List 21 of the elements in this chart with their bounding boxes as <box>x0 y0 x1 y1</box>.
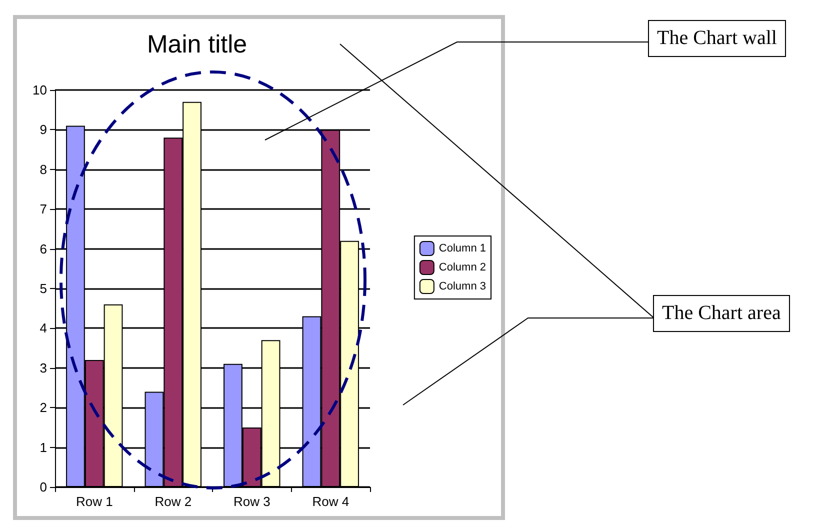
legend-label: Column 2 <box>438 262 486 274</box>
legend-label: Column 3 <box>438 280 486 292</box>
y-tick-label: 7 <box>40 202 47 217</box>
x-tick-label: Row 1 <box>76 494 113 509</box>
y-tick-label: 0 <box>40 480 47 494</box>
y-tick-label: 8 <box>40 162 47 177</box>
chart-title: Main title <box>146 30 248 58</box>
y-tick-label: 2 <box>40 400 47 416</box>
y-tick-label: 3 <box>40 360 47 376</box>
x-tick-label: Row 3 <box>233 494 270 509</box>
x-tick-label: Row 4 <box>312 494 350 509</box>
text: The Chart wall <box>648 20 786 57</box>
y-tick-label: 1 <box>40 440 47 455</box>
y-tick-label: 6 <box>40 241 47 256</box>
y-tick-label: 5 <box>40 281 47 296</box>
text: The Chart area <box>653 295 790 332</box>
y-tick-label: 4 <box>40 320 47 336</box>
x-tick-label: Row 2 <box>154 494 192 509</box>
y-tick-label: 9 <box>40 122 47 138</box>
legend-label: Column 1 <box>438 242 486 254</box>
y-tick-label: 10 <box>32 82 47 98</box>
